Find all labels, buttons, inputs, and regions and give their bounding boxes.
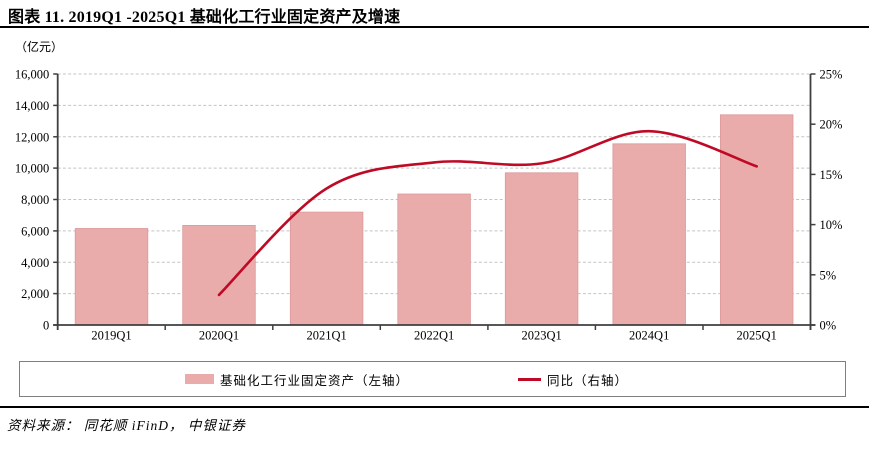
bar-2023Q1 xyxy=(504,172,579,326)
bar-series-swatch xyxy=(185,374,214,384)
x-axis-category-label: 2022Q1 xyxy=(414,329,454,343)
line-series-swatch xyxy=(518,377,541,381)
bar-series-label: 基础化工行业固定资产（左轴） xyxy=(220,373,410,388)
x-axis-category-label: 2023Q1 xyxy=(521,329,561,343)
right-axis-tick-label: 15% xyxy=(820,168,843,182)
title-underline xyxy=(0,26,869,28)
left-axis-tick-label: 10,000 xyxy=(15,162,49,176)
left-axis-tick-label: 14,000 xyxy=(15,99,49,113)
legend-item-yoy: 同比（右轴） xyxy=(518,362,628,396)
bar-2025Q1 xyxy=(720,114,794,326)
bar-2021Q1 xyxy=(289,211,364,326)
x-axis-category-label: 2019Q1 xyxy=(91,329,131,343)
right-axis-tick-label: 20% xyxy=(820,118,843,132)
left-axis-tick-label: 2,000 xyxy=(21,287,49,301)
left-axis-tick-label: 12,000 xyxy=(15,130,49,144)
bar-2024Q1 xyxy=(612,143,686,326)
left-axis-tick-label: 0 xyxy=(43,319,49,333)
left-axis-tick-label: 16,000 xyxy=(15,68,49,82)
bar-2019Q1 xyxy=(74,228,149,326)
x-axis-category-label: 2021Q1 xyxy=(306,329,346,343)
combo-chart-plot: 0 2,000 4,000 6,000 8,000 10,000 12,000 14,000 1… xyxy=(15,68,843,343)
source-text: 资料来源： 同花顺 iFinD， 中银证券 xyxy=(7,418,246,433)
footer-rule xyxy=(0,406,869,408)
left-axis-tick-label: 6,000 xyxy=(21,224,49,238)
right-axis-tick-label: 5% xyxy=(820,268,837,282)
bar-2020Q1 xyxy=(182,224,256,326)
left-axis-tick-label: 4,000 xyxy=(21,256,49,270)
left-axis-tick-label: 8,000 xyxy=(21,193,49,207)
bar-2022Q1 xyxy=(397,193,471,326)
left-axis-unit-label: （亿元） xyxy=(15,40,64,54)
right-axis-tick-label: 25% xyxy=(820,68,843,82)
x-axis-category-label: 2024Q1 xyxy=(629,329,669,343)
x-axis-category-label: 2025Q1 xyxy=(737,329,777,343)
legend-box: 基础化工行业固定资产（左轴） 同比（右轴） xyxy=(19,361,846,397)
right-axis-tick-label: 10% xyxy=(820,218,843,232)
line-series-label: 同比（右轴） xyxy=(547,373,629,388)
right-axis-tick-label: 0% xyxy=(820,319,837,333)
x-axis-category-label: 2020Q1 xyxy=(199,329,239,343)
chart-title: 图表 11. 2019Q1 -2025Q1 基础化工行业固定资产及增速 xyxy=(8,9,401,26)
yoy-growth-line xyxy=(217,129,758,297)
legend-item-fixed-assets: 基础化工行业固定资产（左轴） xyxy=(185,362,409,396)
